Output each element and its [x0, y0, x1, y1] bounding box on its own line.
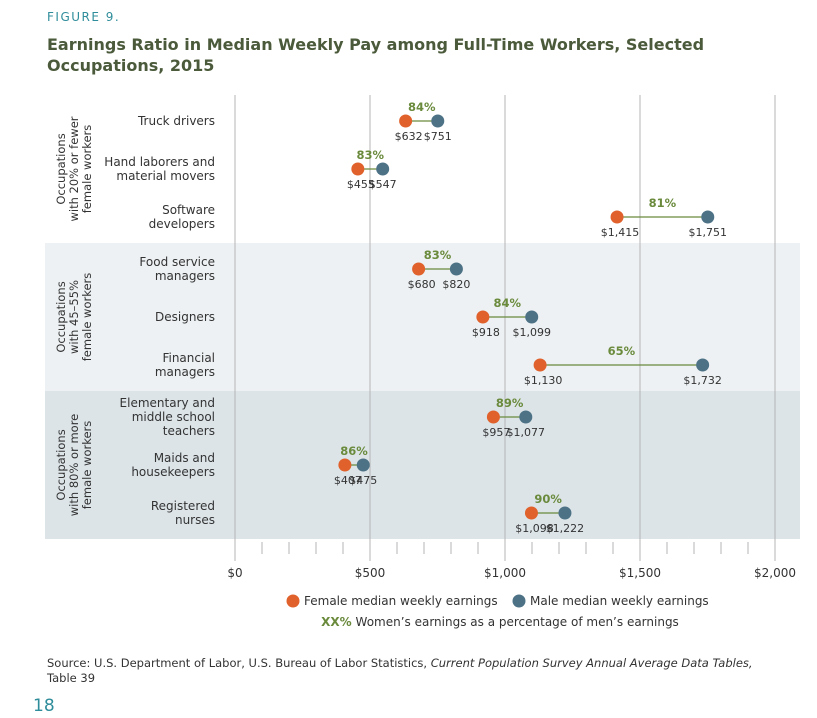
chart-title: Earnings Ratio in Median Weekly Pay amon… — [47, 35, 705, 75]
x-tick-label: $2,000 — [754, 566, 796, 580]
group-label-line: Occupations — [54, 429, 68, 500]
source-note: Source: U.S. Department of Labor, U.S. B… — [47, 656, 787, 686]
value-label: $751 — [424, 130, 452, 143]
value-label: $680 — [408, 278, 436, 291]
value-label: $1,099 — [512, 326, 551, 339]
value-label: $475 — [349, 474, 377, 487]
legend-label: Male median weekly earnings — [530, 594, 709, 608]
group-label: Occupationswith 45–55%female workers — [54, 273, 94, 362]
legend-ratio: XX% Women’s earnings as a percentage of … — [321, 615, 679, 629]
value-label: $1,222 — [546, 522, 585, 535]
ratio-label: 89% — [496, 396, 524, 410]
ratio-label: 81% — [649, 196, 677, 210]
group-label-line: with 45–55% — [67, 280, 81, 354]
male-dot — [449, 262, 463, 276]
value-label: $547 — [369, 178, 397, 191]
category-label: Financial managers — [155, 351, 215, 379]
source-text: Source: U.S. Department of Labor, U.S. B… — [47, 656, 431, 670]
value-label: $1,098 — [515, 522, 554, 535]
ratio-label: 83% — [424, 248, 452, 262]
ratio-label: 86% — [340, 444, 368, 458]
female-dot — [533, 358, 547, 372]
x-tick-label: $500 — [355, 566, 386, 580]
male-dot — [519, 410, 533, 424]
ratio-label: 90% — [534, 492, 562, 506]
group-label-line: female workers — [80, 421, 94, 510]
value-label: $957 — [482, 426, 510, 439]
group-label-line: Occupations — [54, 281, 68, 352]
group-label-line: with 80% or more — [67, 414, 81, 516]
x-tick-label: $1,000 — [484, 566, 526, 580]
female-dot — [524, 506, 538, 520]
group-band — [45, 95, 800, 243]
group-band — [45, 391, 800, 539]
category-label: Truck drivers — [137, 114, 215, 128]
figure-label: FIGURE 9. — [47, 10, 121, 24]
male-dot — [558, 506, 572, 520]
source-title: Current Population Survey Annual Average… — [430, 656, 753, 670]
group-label: Occupationswith 20% or fewerfemale worke… — [54, 116, 94, 221]
value-label: $1,751 — [689, 226, 728, 239]
ratio-label: 84% — [494, 296, 522, 310]
value-label: $820 — [442, 278, 470, 291]
female-dot — [610, 210, 624, 224]
ratio-label: 84% — [408, 100, 436, 114]
category-label: Hand laborers and material movers — [104, 155, 215, 183]
category-label: Elementary and middle school teachers — [120, 396, 215, 438]
female-dot — [412, 262, 426, 276]
group-label-line: female workers — [80, 273, 94, 362]
x-tick-label: $0 — [227, 566, 242, 580]
female-dot — [338, 458, 352, 472]
category-label: Registered nurses — [151, 499, 215, 527]
x-tick-label: $1,500 — [619, 566, 661, 580]
value-label: $918 — [472, 326, 500, 339]
male-dot — [376, 162, 390, 176]
ratio-label: 83% — [357, 148, 385, 162]
female-dot — [486, 410, 500, 424]
category-label: Food service managers — [139, 255, 215, 283]
value-label: $1,077 — [507, 426, 546, 439]
male-dot — [525, 310, 539, 324]
female-dot — [476, 310, 490, 324]
value-label: $1,732 — [683, 374, 722, 387]
legend-swatch — [286, 594, 300, 608]
group-label: Occupationswith 80% or morefemale worker… — [54, 414, 94, 516]
group-label-line: female workers — [80, 125, 94, 214]
value-label: $632 — [395, 130, 423, 143]
category-label: Maids and housekeepers — [131, 451, 215, 479]
ratio-label: 65% — [608, 344, 636, 358]
male-dot — [696, 358, 710, 372]
male-dot — [431, 114, 445, 128]
source-table: Table 39 — [47, 671, 96, 685]
chart: $0 $500 $1,000 $1,500 $2,000Occupationswith … — [45, 95, 800, 629]
legend-swatch — [512, 594, 526, 608]
page-number: 18 — [33, 696, 55, 716]
category-label: Software developers — [149, 203, 215, 231]
value-label: $455 — [347, 178, 375, 191]
value-label: $1,415 — [601, 226, 640, 239]
value-label: $407 — [334, 474, 362, 487]
category-label: Designers — [155, 310, 215, 324]
group-label-line: Occupations — [54, 133, 68, 204]
group-label-line: with 20% or fewer — [67, 116, 81, 221]
female-dot — [351, 162, 365, 176]
male-dot — [701, 210, 715, 224]
legend-label: Female median weekly earnings — [304, 594, 498, 608]
male-dot — [356, 458, 370, 472]
legend-ratio-label: Women’s earnings as a percentage of men’… — [356, 615, 679, 629]
female-dot — [399, 114, 413, 128]
value-label: $1,130 — [524, 374, 563, 387]
legend-ratio-key: XX% — [321, 615, 352, 629]
